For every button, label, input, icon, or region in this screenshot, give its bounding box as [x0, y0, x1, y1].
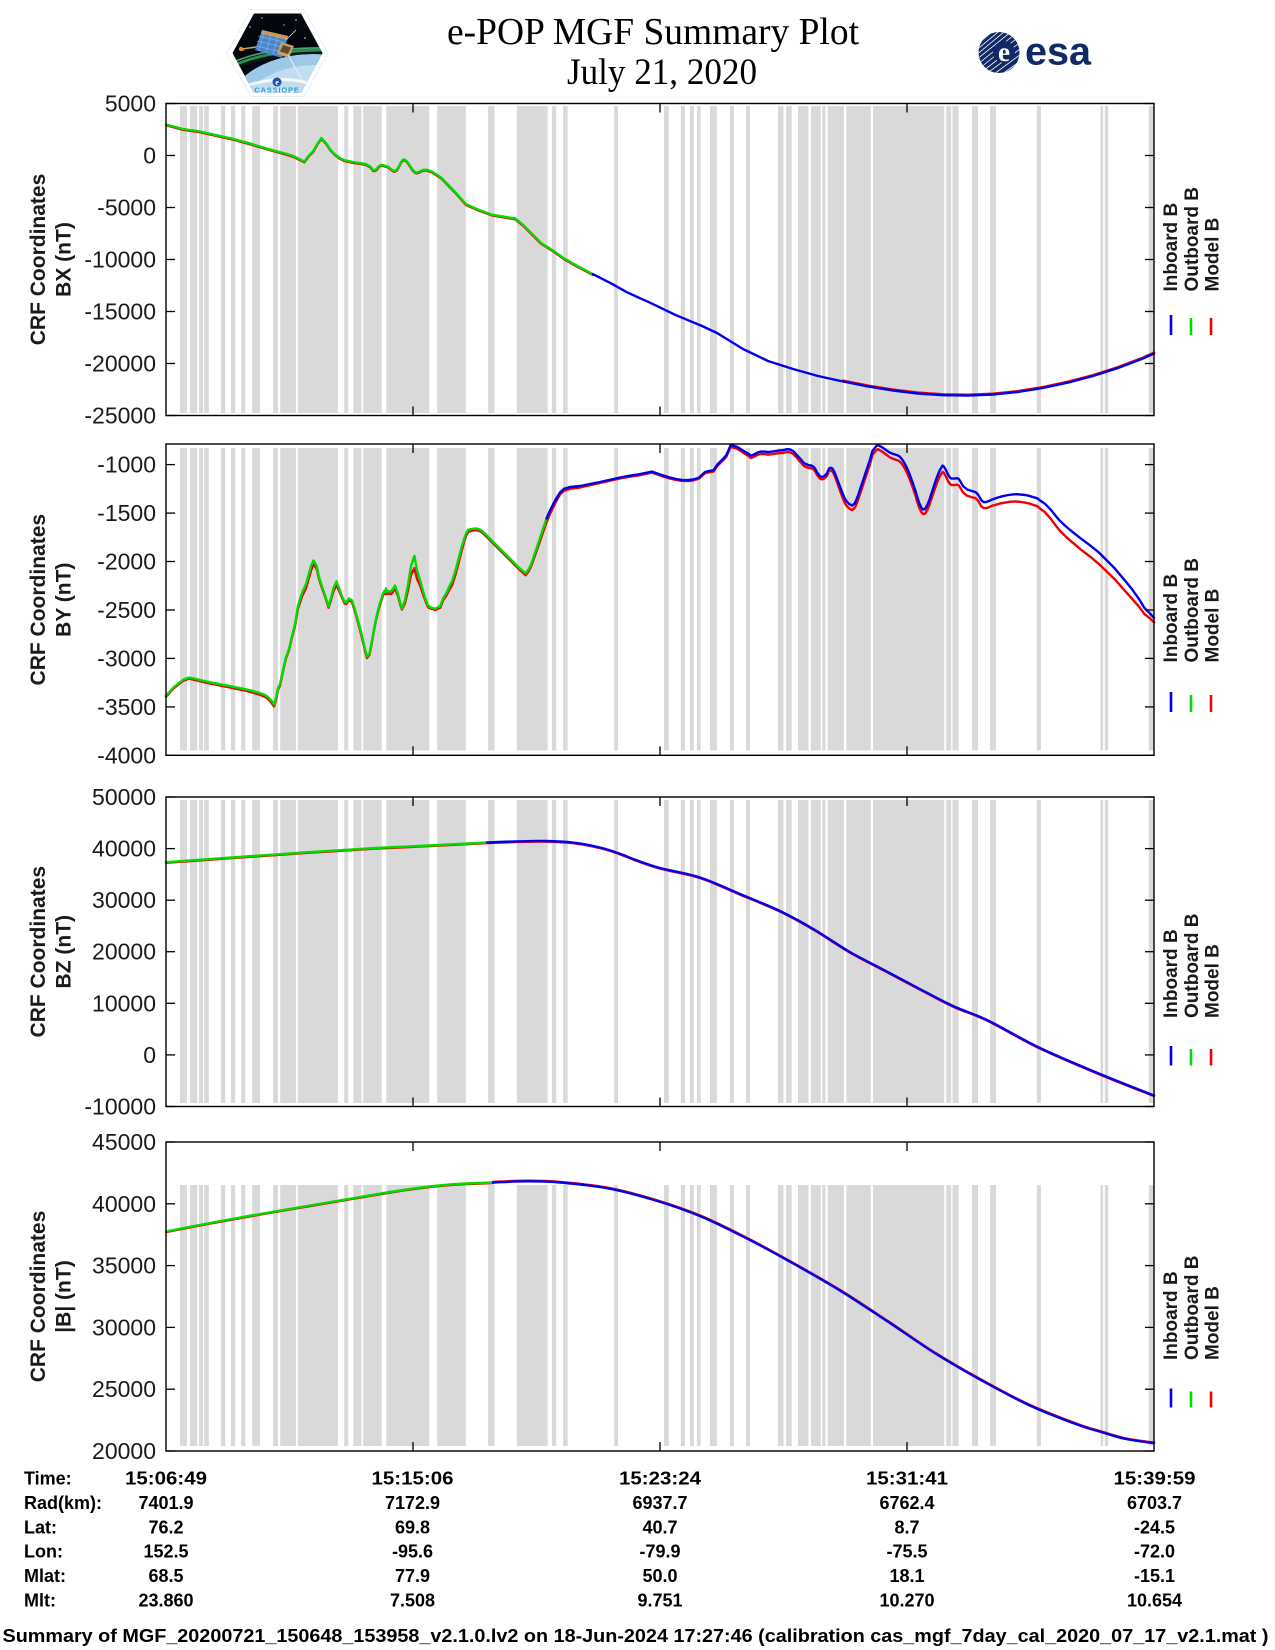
svg-text:Summary of MGF_20200721_150648: Summary of MGF_20200721_150648_153958_v2… [3, 1626, 1269, 1646]
svg-text:Rad(km):: Rad(km): [24, 1493, 102, 1513]
svg-text:6703.7: 6703.7 [1127, 1493, 1182, 1513]
svg-text:50.0: 50.0 [642, 1566, 677, 1586]
svg-text:9.751: 9.751 [637, 1591, 682, 1611]
svg-text:Inboard B: Inboard B [1161, 1271, 1182, 1360]
svg-text:BY (nT): BY (nT) [53, 563, 76, 637]
svg-text:-2000: -2000 [97, 549, 156, 575]
svg-text:-1500: -1500 [97, 500, 156, 526]
svg-text:-79.9: -79.9 [639, 1542, 680, 1562]
svg-text:Inboard B: Inboard B [1161, 929, 1182, 1018]
svg-text:-72.0: -72.0 [1134, 1542, 1175, 1562]
svg-text:0: 0 [143, 143, 156, 169]
svg-text:20000: 20000 [92, 939, 156, 965]
svg-text:18.1: 18.1 [889, 1566, 924, 1586]
svg-text:CASSIOPE: CASSIOPE [254, 86, 299, 95]
svg-text:15:23:24: 15:23:24 [619, 1469, 701, 1489]
svg-text:40000: 40000 [92, 836, 156, 862]
svg-text:69.8: 69.8 [395, 1517, 430, 1537]
svg-text:Time:: Time: [24, 1469, 72, 1489]
svg-text:15:39:59: 15:39:59 [1114, 1469, 1196, 1489]
svg-text:-5000: -5000 [97, 195, 156, 221]
svg-text:35000: 35000 [92, 1253, 156, 1279]
svg-text:-25000: -25000 [84, 403, 156, 429]
svg-text:6762.4: 6762.4 [879, 1493, 934, 1513]
svg-text:Lat:: Lat: [24, 1517, 57, 1537]
svg-text:Outboard B: Outboard B [1182, 558, 1203, 663]
svg-text:Model B: Model B [1203, 944, 1224, 1018]
svg-text:50000: 50000 [92, 784, 156, 810]
svg-text:8.7: 8.7 [894, 1517, 919, 1537]
svg-text:7172.9: 7172.9 [385, 1493, 440, 1513]
svg-text:30000: 30000 [92, 887, 156, 913]
svg-text:-15.1: -15.1 [1134, 1566, 1175, 1586]
svg-text:10000: 10000 [92, 990, 156, 1016]
svg-text:-1000: -1000 [97, 452, 156, 478]
svg-text:23.860: 23.860 [138, 1591, 193, 1611]
svg-text:esa: esa [1025, 31, 1091, 74]
svg-text:Inboard B: Inboard B [1161, 574, 1182, 663]
svg-text:CRF Coordinates: CRF Coordinates [27, 514, 50, 686]
svg-text:76.2: 76.2 [148, 1517, 183, 1537]
svg-text:152.5: 152.5 [143, 1542, 188, 1562]
svg-text:Outboard B: Outboard B [1182, 187, 1203, 292]
svg-text:Mlat:: Mlat: [24, 1566, 66, 1586]
svg-text:40.7: 40.7 [642, 1517, 677, 1537]
svg-text:e-POP MGF Summary Plot: e-POP MGF Summary Plot [447, 11, 859, 53]
svg-text:-4000: -4000 [97, 742, 156, 768]
svg-text:77.9: 77.9 [395, 1566, 430, 1586]
svg-text:68.5: 68.5 [148, 1566, 183, 1586]
svg-text:CRF Coordinates: CRF Coordinates [27, 866, 50, 1038]
svg-text:20000: 20000 [92, 1438, 156, 1464]
svg-text:0: 0 [143, 1042, 156, 1068]
svg-text:10.270: 10.270 [879, 1591, 934, 1611]
svg-text:-15000: -15000 [84, 299, 156, 325]
svg-text:Outboard B: Outboard B [1182, 914, 1203, 1019]
svg-text:e: e [275, 78, 279, 87]
svg-text:25000: 25000 [92, 1376, 156, 1402]
svg-text:Model B: Model B [1203, 218, 1224, 292]
svg-text:BX (nT): BX (nT) [53, 222, 76, 297]
svg-text:Mlt:: Mlt: [24, 1591, 56, 1611]
svg-text:6937.7: 6937.7 [632, 1493, 687, 1513]
svg-text:-20000: -20000 [84, 351, 156, 377]
svg-text:7.508: 7.508 [390, 1591, 435, 1611]
svg-text:40000: 40000 [92, 1191, 156, 1217]
svg-text:45000: 45000 [92, 1129, 156, 1155]
svg-text:Model B: Model B [1203, 589, 1224, 663]
svg-text:e: e [998, 37, 1010, 67]
svg-text:CRF Coordinates: CRF Coordinates [27, 1211, 50, 1383]
svg-text:Model B: Model B [1203, 1286, 1224, 1360]
svg-text:July 21, 2020: July 21, 2020 [567, 52, 757, 93]
svg-text:Outboard B: Outboard B [1182, 1256, 1203, 1361]
svg-text:15:31:41: 15:31:41 [866, 1469, 948, 1489]
svg-text:-10000: -10000 [84, 247, 156, 273]
svg-text:-75.5: -75.5 [886, 1542, 927, 1562]
svg-text:5000: 5000 [105, 91, 156, 117]
svg-text:BZ (nT): BZ (nT) [53, 915, 76, 988]
svg-text:-10000: -10000 [84, 1094, 156, 1120]
svg-text:Inboard B: Inboard B [1161, 203, 1182, 292]
svg-text:Lon:: Lon: [24, 1542, 63, 1562]
svg-text:7401.9: 7401.9 [138, 1493, 193, 1513]
svg-text:-24.5: -24.5 [1134, 1517, 1175, 1537]
svg-text:-3000: -3000 [97, 645, 156, 671]
svg-text:10.654: 10.654 [1127, 1591, 1182, 1611]
svg-text:-95.6: -95.6 [392, 1542, 433, 1562]
svg-text:15:15:06: 15:15:06 [372, 1469, 454, 1489]
svg-text:CRF Coordinates: CRF Coordinates [27, 174, 50, 346]
svg-text:-3500: -3500 [97, 694, 156, 720]
svg-text:30000: 30000 [92, 1314, 156, 1340]
svg-text:15:06:49: 15:06:49 [125, 1469, 207, 1489]
svg-text:-2500: -2500 [97, 597, 156, 623]
svg-text:|B| (nT): |B| (nT) [53, 1260, 76, 1332]
